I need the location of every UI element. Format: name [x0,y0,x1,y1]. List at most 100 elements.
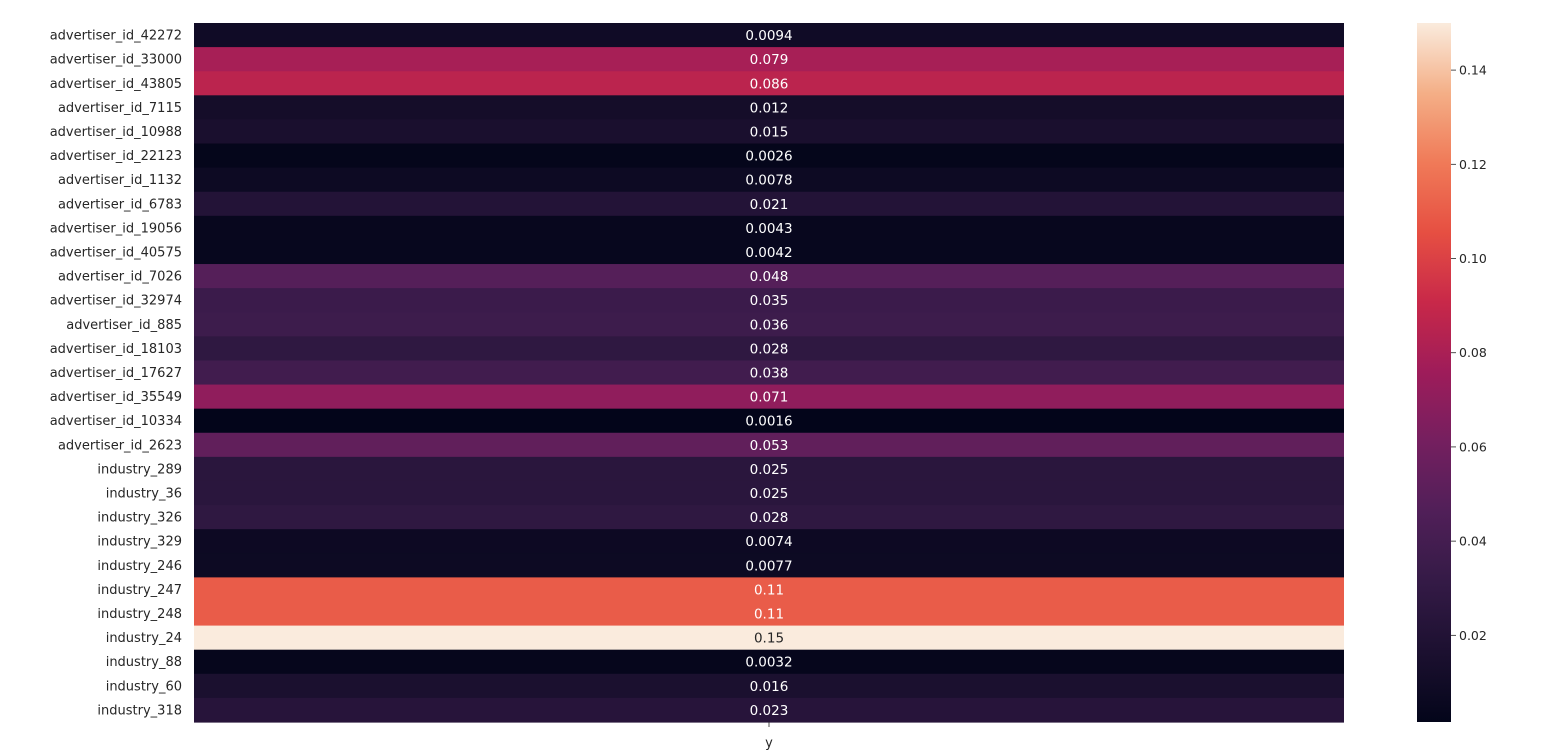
row-tick-label: industry_36 [106,487,182,502]
heatmap-cell [194,191,1344,217]
heatmap-cell [194,143,1344,169]
cell-value-label: 0.15 [754,631,784,647]
heatmap-cell [194,360,1344,386]
cell-value-label: 0.036 [750,317,789,333]
heatmap-cell [194,577,1344,603]
cell-value-labels: 0.0094 0.079 0.086 0.012 0.015 0.0026 0.0078 0.… [745,28,792,719]
row-tick-label: advertiser_id_10988 [50,125,182,140]
colorbar-tick-label: 0.08 [1459,345,1487,360]
colorbar-tick-label: 0.10 [1459,251,1487,266]
heatmap-cell [194,480,1344,506]
heatmap-cell [194,215,1344,241]
heatmap-cell [194,47,1344,72]
heatmap-cell [194,264,1344,289]
heatmap-cell [194,336,1344,362]
colorbar-gradient [1417,23,1451,722]
cell-value-label: 0.035 [750,293,789,309]
heatmap-cell [194,625,1344,651]
heatmap-cell [194,167,1344,193]
cell-value-label: 0.023 [750,703,789,719]
row-tick-label: advertiser_id_1132 [58,173,182,188]
heatmap-cells [194,23,1344,723]
cell-value-label: 0.086 [750,76,789,92]
row-tick-label: industry_326 [97,511,182,526]
heatmap-cell [194,601,1344,627]
heatmap-cell [194,408,1344,434]
cell-value-label: 0.016 [750,679,789,695]
row-tick-label: advertiser_id_40575 [50,245,182,260]
row-tick-label: advertiser_id_42272 [50,29,182,44]
cell-value-label: 0.025 [750,462,789,478]
row-tick-label: advertiser_id_19056 [50,221,182,236]
heatmap-cell [194,23,1344,48]
row-tick-label: industry_246 [97,559,182,574]
row-tick-label: advertiser_id_885 [66,318,182,333]
cell-value-label: 0.0043 [745,221,792,237]
colorbar-tick-label: 0.12 [1459,157,1487,172]
x-axis: y [765,722,773,750]
row-tick-label: industry_247 [97,583,182,598]
cell-value-label: 0.0032 [745,655,792,671]
colorbar-tick-label: 0.06 [1459,439,1487,454]
heatmap-cell [194,239,1344,265]
cell-value-label: 0.053 [750,438,789,454]
row-tick-label: advertiser_id_7115 [58,101,182,116]
row-tick-label: industry_248 [97,607,182,622]
x-tick-label: y [765,736,773,750]
row-tick-label: advertiser_id_17627 [50,366,182,381]
heatmap-cell [194,384,1344,410]
colorbar-tick-label: 0.02 [1459,628,1487,643]
cell-value-label: 0.0078 [745,173,792,189]
heatmap-cell [194,673,1344,699]
cell-value-label: 0.0077 [745,558,792,574]
heatmap-cell [194,649,1344,675]
row-tick-label: advertiser_id_18103 [50,342,182,357]
heatmap-cell [194,456,1344,482]
cell-value-label: 0.0016 [745,414,792,430]
cell-value-label: 0.028 [750,341,789,357]
heatmap-cell [194,553,1344,578]
colorbar-tick-label: 0.04 [1459,534,1487,549]
cell-value-label: 0.11 [754,582,784,598]
heatmap-cell [194,312,1344,337]
row-tick-label: advertiser_id_6783 [58,197,182,212]
cell-value-label: 0.038 [750,366,789,382]
cell-value-label: 0.015 [750,124,789,140]
cell-value-label: 0.079 [750,52,789,68]
heatmap-cell [194,119,1344,145]
cell-value-label: 0.0026 [745,149,792,165]
heatmap-cell [194,432,1344,458]
cell-value-label: 0.048 [750,269,789,285]
row-tick-label: advertiser_id_33000 [50,53,182,68]
row-tick-label: industry_60 [106,679,182,694]
row-tick-label: industry_24 [106,631,182,646]
heatmap-cell [194,288,1344,313]
row-tick-label: advertiser_id_7026 [58,270,182,285]
heatmap-cell [194,529,1344,554]
heatmap-cell [194,71,1344,96]
row-tick-label: advertiser_id_2623 [58,438,182,453]
cell-value-label: 0.021 [750,197,789,213]
row-tick-label: advertiser_id_35549 [50,390,182,405]
row-tick-label: advertiser_id_10334 [50,414,182,429]
cell-value-label: 0.071 [750,390,789,406]
row-tick-label: advertiser_id_43805 [50,77,182,92]
row-tick-label: industry_88 [106,655,182,670]
colorbar: 0.02 0.04 0.06 0.08 0.10 0.12 0.14 [1417,23,1487,722]
colorbar-ticks: 0.02 0.04 0.06 0.08 0.10 0.12 0.14 [1451,63,1487,643]
colorbar-tick-label: 0.14 [1459,63,1487,78]
row-tick-labels: advertiser_id_42272 advertiser_id_33000ad… [50,29,182,719]
cell-value-label: 0.025 [750,486,789,502]
row-tick-label: industry_318 [97,703,182,718]
cell-value-label: 0.0094 [745,28,792,44]
heatmap-cell [194,95,1344,121]
cell-value-label: 0.11 [754,607,784,623]
row-tick-label: industry_289 [97,462,182,477]
cell-value-label: 0.0074 [745,534,792,550]
row-tick-label: industry_329 [97,535,182,550]
cell-value-label: 0.028 [750,510,789,526]
heatmap-cell [194,505,1344,530]
cell-value-label: 0.0042 [745,245,792,261]
row-tick-label: advertiser_id_32974 [50,294,182,309]
